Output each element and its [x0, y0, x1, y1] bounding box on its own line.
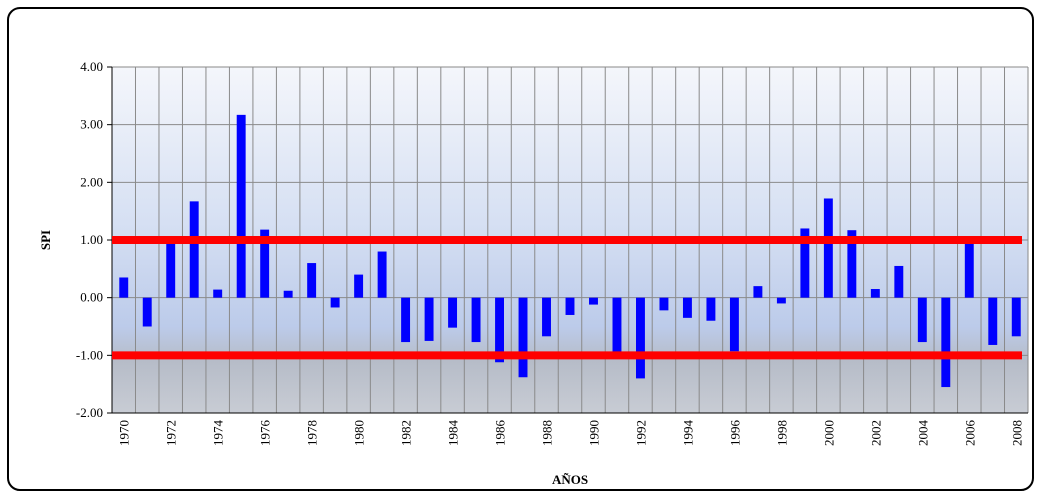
x-axis-title: AÑOS: [552, 472, 588, 487]
bar: [753, 286, 763, 298]
x-tick-label: 1986: [493, 420, 508, 447]
bar: [142, 297, 152, 327]
bar: [542, 297, 551, 337]
y-tick-label: 1.00: [80, 232, 103, 247]
bar: [800, 228, 810, 298]
bar: [189, 201, 199, 298]
x-tick-label: 1996: [727, 420, 742, 447]
bar: [330, 297, 340, 308]
bar: [1011, 297, 1021, 337]
x-tick-label: 2006: [962, 420, 977, 447]
y-tick-label: 4.00: [80, 59, 103, 74]
bar: [964, 237, 974, 298]
bar: [706, 297, 716, 321]
bar: [612, 297, 622, 359]
bar: [589, 297, 598, 305]
y-tick-label: -2.00: [76, 405, 103, 420]
bar: [166, 242, 176, 298]
bar: [847, 230, 857, 298]
x-tick-label: 1992: [633, 420, 648, 446]
bar: [518, 297, 528, 378]
x-tick-label: 2008: [1009, 420, 1024, 446]
bar: [941, 297, 951, 388]
y-tick-label: 3.00: [80, 117, 103, 132]
bar: [635, 297, 645, 379]
bar: [917, 297, 927, 343]
bar: [659, 297, 669, 311]
x-tick-label: 1980: [352, 420, 367, 446]
bar: [894, 265, 904, 298]
y-axis-title: SPI: [38, 230, 53, 250]
bar: [495, 297, 505, 363]
bar: [260, 229, 270, 298]
x-tick-label: 1972: [164, 420, 179, 446]
bar: [283, 290, 293, 298]
bar: [988, 297, 998, 345]
bar: [870, 289, 880, 298]
x-tick-label: 2002: [868, 420, 883, 446]
bar: [565, 297, 575, 315]
bar: [682, 297, 692, 318]
bar: [448, 297, 458, 328]
x-tick-label: 1970: [117, 420, 132, 446]
x-tick-label: 2004: [915, 420, 930, 447]
y-tick-label: -1.00: [76, 347, 103, 362]
bar: [354, 274, 364, 298]
x-tick-label: 1976: [258, 420, 273, 447]
bar: [236, 114, 246, 298]
x-tick-label: 1974: [211, 420, 226, 447]
bar: [776, 297, 786, 304]
bar: [471, 297, 481, 343]
x-tick-label: 1998: [774, 420, 789, 446]
bar: [119, 277, 129, 298]
x-tick-label: 1982: [399, 420, 414, 446]
bar: [377, 251, 387, 298]
bar: [213, 289, 223, 298]
bar: [823, 198, 833, 298]
x-tick-label: 1990: [586, 420, 601, 446]
x-tick-label: 1988: [540, 420, 555, 446]
x-tick-label: 2000: [821, 420, 836, 446]
x-tick-label: 1994: [680, 420, 695, 447]
bar: [424, 297, 434, 341]
bar: [729, 297, 739, 352]
y-tick-label: 0.00: [80, 290, 103, 305]
bar: [401, 297, 411, 343]
bar: [307, 263, 317, 298]
y-tick-label: 2.00: [80, 174, 103, 189]
x-tick-label: 1984: [446, 420, 461, 447]
x-tick-label: 1978: [305, 420, 320, 446]
